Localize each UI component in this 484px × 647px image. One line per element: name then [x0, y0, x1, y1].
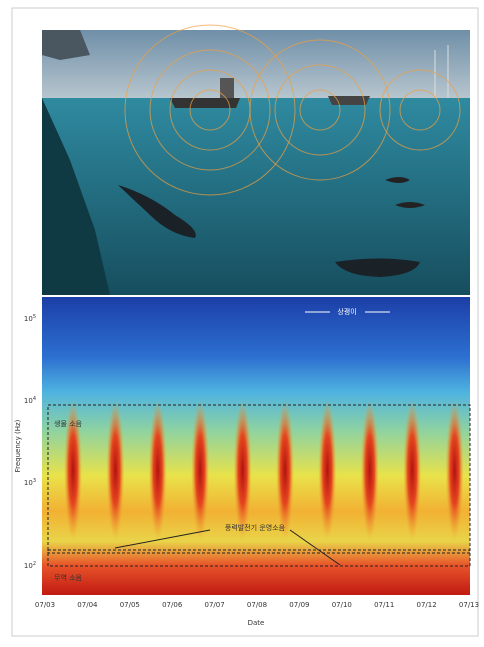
y-tick-label: 105 [24, 314, 36, 323]
x-tick-label: 07/13 [459, 601, 479, 609]
tick-exp: 5 [33, 314, 36, 320]
annotation: 상괭이 [337, 307, 356, 316]
y-tick-label: 104 [24, 396, 36, 405]
spectrogram: 상괭이 생물 소음 풍력발전기 운영소음 무역 소음 [42, 297, 471, 595]
y-axis-label: Frequency (Hz) [14, 419, 22, 472]
noise-band [360, 400, 379, 540]
annotation: 풍력발전기 운영소음 [225, 523, 286, 532]
x-tick-label: 07/06 [162, 601, 183, 609]
x-tick-label: 07/10 [332, 601, 352, 609]
tick-exp: 3 [33, 478, 36, 484]
x-tick-label: 07/12 [417, 601, 437, 609]
frame [11, 7, 479, 637]
annotation: 무역 소음 [54, 573, 83, 582]
noise-band [403, 400, 422, 540]
noise-band [64, 400, 82, 540]
tick-base: 10 [24, 479, 33, 487]
noise-band [148, 400, 167, 540]
noise-band [276, 400, 294, 540]
tick-base: 10 [24, 562, 33, 570]
y-tick-label: 102 [24, 561, 36, 570]
tick-exp: 4 [33, 396, 36, 402]
noise-band [445, 400, 464, 540]
x-axis-label: Date [248, 619, 265, 627]
x-tick-label: 07/11 [374, 601, 394, 609]
x-tick-label: 07/09 [289, 601, 309, 609]
tick-exp: 2 [33, 561, 36, 567]
x-tick-label: 07/04 [77, 601, 98, 609]
x-tick-label: 07/08 [247, 601, 267, 609]
illustration [42, 24, 470, 295]
annotation: 생물 소음 [54, 419, 83, 428]
noise-band [233, 400, 252, 540]
tick-base: 10 [24, 315, 33, 323]
x-tick-label: 07/05 [120, 601, 140, 609]
tick-base: 10 [24, 397, 33, 405]
noise-band [318, 400, 337, 540]
y-tick-label: 103 [24, 478, 36, 487]
x-tick-label: 07/03 [35, 601, 55, 609]
noise-band [191, 400, 210, 540]
x-tick-label: 07/07 [205, 601, 225, 609]
noise-band [106, 400, 125, 540]
